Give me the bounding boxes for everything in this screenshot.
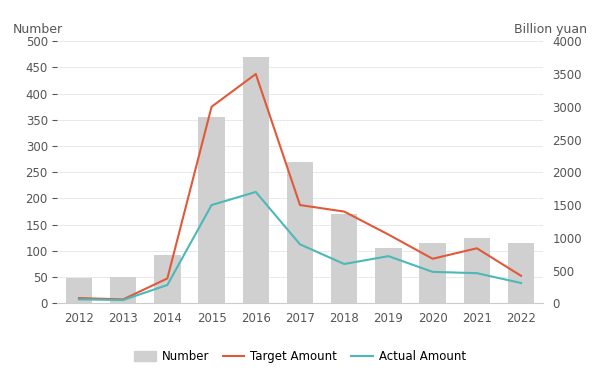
Bar: [154, 255, 181, 303]
Legend: Number, Target Amount, Actual Amount: Number, Target Amount, Actual Amount: [130, 346, 470, 368]
Target Amount: [341, 209, 348, 214]
Bar: [464, 238, 490, 303]
Bar: [110, 277, 136, 303]
Target Amount: [429, 257, 436, 261]
Actual Amount: [473, 271, 481, 275]
Bar: [419, 243, 446, 303]
Actual Amount: [385, 254, 392, 258]
Bar: [242, 57, 269, 303]
Actual Amount: [517, 281, 524, 285]
Bar: [508, 243, 535, 303]
Target Amount: [164, 276, 171, 280]
Text: Billion yuan: Billion yuan: [514, 23, 587, 36]
Bar: [375, 248, 401, 303]
Actual Amount: [164, 283, 171, 287]
Actual Amount: [296, 242, 304, 246]
Line: Actual Amount: Actual Amount: [79, 192, 521, 300]
Target Amount: [76, 296, 83, 300]
Target Amount: [208, 104, 215, 109]
Target Amount: [517, 273, 524, 278]
Bar: [287, 162, 313, 303]
Target Amount: [385, 232, 392, 237]
Target Amount: [119, 297, 127, 301]
Target Amount: [296, 203, 304, 207]
Bar: [331, 214, 358, 303]
Actual Amount: [208, 203, 215, 207]
Actual Amount: [252, 190, 259, 194]
Actual Amount: [429, 270, 436, 274]
Target Amount: [473, 246, 481, 251]
Actual Amount: [119, 298, 127, 302]
Bar: [65, 278, 92, 303]
Text: Number: Number: [13, 23, 63, 36]
Bar: [199, 117, 225, 303]
Line: Target Amount: Target Amount: [79, 74, 521, 299]
Actual Amount: [76, 297, 83, 301]
Actual Amount: [341, 262, 348, 266]
Target Amount: [252, 72, 259, 76]
